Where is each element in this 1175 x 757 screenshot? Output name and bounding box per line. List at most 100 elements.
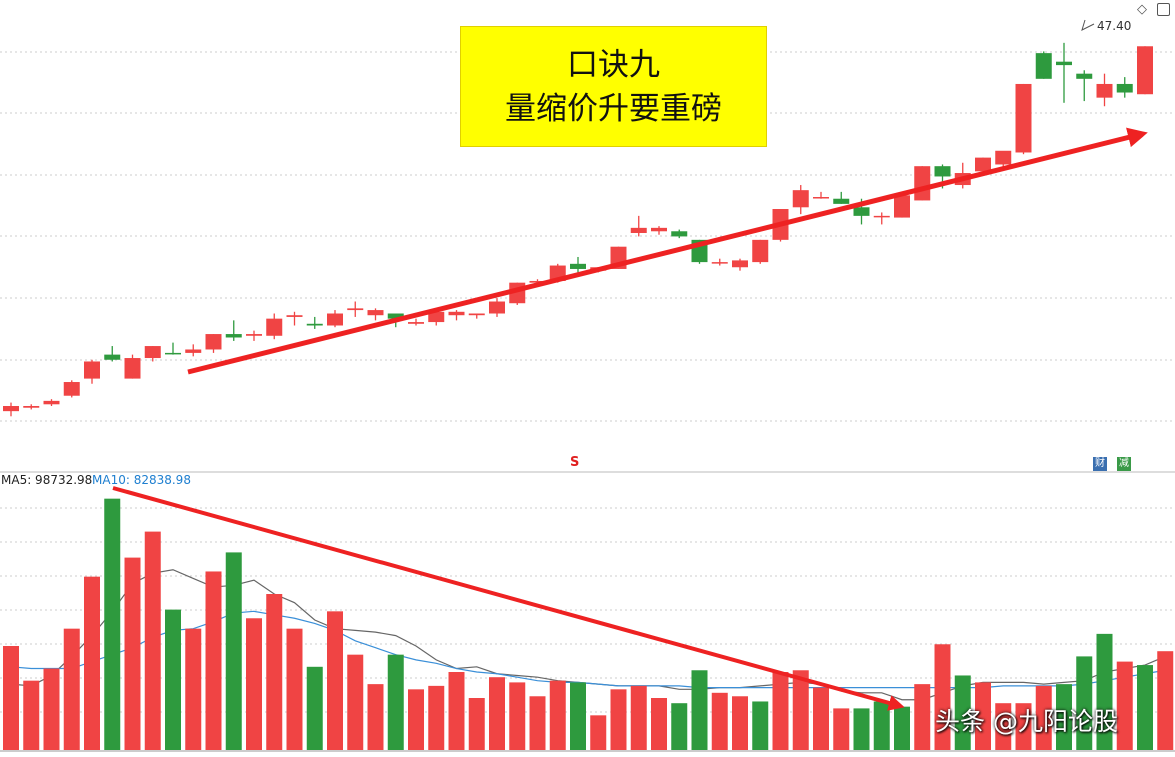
volume-bar xyxy=(1096,633,1113,750)
candle-body xyxy=(205,334,222,350)
volume-bar xyxy=(529,696,546,750)
volume-bar xyxy=(549,680,566,750)
candle-body xyxy=(1076,73,1093,79)
callout-subtitle: 量缩价升要重磅 xyxy=(505,90,722,127)
volume-bar xyxy=(630,685,647,750)
candle-body xyxy=(671,231,688,237)
volume-bar xyxy=(185,628,202,750)
candle-body xyxy=(1035,53,1052,79)
ma5-line xyxy=(10,569,1166,701)
candle-body xyxy=(711,262,728,264)
candle-body xyxy=(1056,61,1072,66)
candle-body xyxy=(853,207,870,216)
candle-body xyxy=(873,215,890,218)
candle-body xyxy=(3,406,19,412)
volume-bar xyxy=(1015,703,1032,750)
candle-body xyxy=(894,195,910,218)
candle-body xyxy=(813,197,829,199)
candle-body xyxy=(165,352,181,355)
candle-body xyxy=(104,354,121,360)
volume-bar xyxy=(428,685,445,750)
candle-body xyxy=(468,313,485,316)
peak-pointer xyxy=(1081,19,1095,31)
volume-bar xyxy=(43,668,60,750)
volume-bar xyxy=(792,670,809,750)
volume-bar xyxy=(387,654,404,750)
volume-bar xyxy=(894,706,910,750)
candle-body xyxy=(387,313,404,319)
candle-body xyxy=(651,227,667,232)
volume-bar xyxy=(833,708,850,750)
volume-bar xyxy=(711,692,728,750)
candle-body xyxy=(63,382,80,396)
volume-bar xyxy=(873,701,890,750)
reduction-tag-icon[interactable]: 减 xyxy=(1117,457,1131,471)
candle-body xyxy=(23,406,40,408)
candle-body xyxy=(1096,83,1113,98)
candle-body xyxy=(306,323,323,326)
volume-bar xyxy=(752,701,769,750)
trend-arrows xyxy=(112,19,1148,711)
volume-bar xyxy=(104,498,121,750)
volume-bar xyxy=(914,684,931,750)
volume-bar xyxy=(367,684,384,750)
candle-body xyxy=(630,227,647,233)
candle-body xyxy=(246,334,262,336)
volume-bar xyxy=(651,698,667,750)
volume-bar xyxy=(448,672,465,750)
volume-bar xyxy=(975,682,991,750)
callout-box: 口诀九 量缩价升要重磅 xyxy=(460,26,767,147)
volume-downtrend-arrow xyxy=(112,486,905,711)
diamond-icon[interactable]: ◇ xyxy=(1137,2,1147,17)
volume-bar xyxy=(1035,685,1052,750)
candle-body xyxy=(84,361,100,379)
volume-bar xyxy=(266,594,283,750)
volume-bar xyxy=(489,677,505,750)
candle-body xyxy=(1116,83,1133,93)
volume-bar xyxy=(813,687,829,750)
volume-bar xyxy=(144,531,161,750)
candle-body xyxy=(489,301,505,314)
watermark: 头条 @九阳论股 xyxy=(935,707,1118,736)
volume-bar xyxy=(853,708,870,750)
volume-bar xyxy=(165,609,181,750)
volume-bar xyxy=(570,682,586,750)
finance-tag-icon[interactable]: 财 xyxy=(1093,457,1107,471)
volume-bar xyxy=(408,689,424,750)
peak-price-label: 47.40 xyxy=(1097,19,1132,33)
volume-bar xyxy=(84,576,100,750)
volume-bar xyxy=(732,696,748,750)
volume-bar xyxy=(954,675,971,750)
candle-body xyxy=(448,311,465,316)
candle-body xyxy=(934,166,951,177)
lock-icon[interactable] xyxy=(1157,3,1170,16)
volume-bar xyxy=(1116,661,1133,750)
callout-title: 口诀九 xyxy=(567,46,660,83)
candle-body xyxy=(225,334,242,338)
volume-bar xyxy=(590,715,607,750)
volume-bar xyxy=(225,552,242,750)
candle-body xyxy=(43,400,60,405)
volume-bar xyxy=(1137,665,1153,750)
volume-bar xyxy=(327,611,343,750)
candle-body xyxy=(833,198,850,204)
candle-body xyxy=(266,318,283,336)
candle-body xyxy=(529,280,546,283)
candle-body xyxy=(367,310,384,316)
ma10-line xyxy=(10,610,1166,689)
volume-bar xyxy=(671,703,688,750)
volume-bar xyxy=(468,698,485,750)
volume-panel xyxy=(3,498,1174,750)
candle-body xyxy=(752,239,769,263)
candle-body xyxy=(1015,83,1032,153)
candle-body xyxy=(732,260,748,268)
volume-bar xyxy=(124,557,141,750)
candle-body xyxy=(570,263,586,269)
price-panel xyxy=(3,42,1153,417)
price-uptrend-arrow xyxy=(187,127,1148,375)
candle-body xyxy=(408,322,424,324)
ma5-label: MA5: 98732.98 xyxy=(1,473,93,487)
volume-bar xyxy=(246,618,262,750)
volume-bar xyxy=(63,628,80,750)
